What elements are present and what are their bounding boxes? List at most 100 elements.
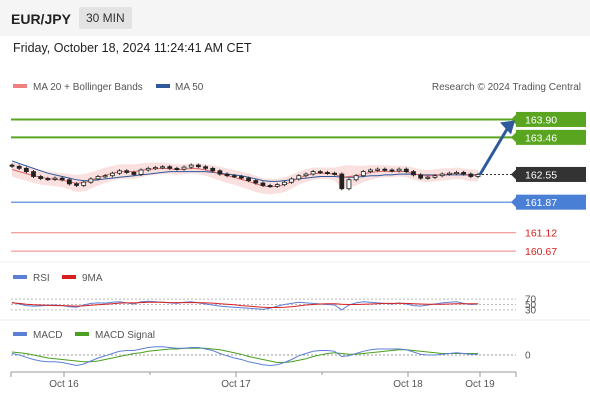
level-tag-163.90 [516, 111, 586, 127]
legend-rsi-ma-label: 9MA [82, 273, 103, 284]
candle-body [382, 168, 388, 171]
candle-body [468, 173, 474, 177]
candle-body [102, 175, 108, 178]
candle-body [145, 167, 151, 171]
timeframe-badge[interactable]: 30 MIN [79, 7, 132, 29]
bollinger-band [12, 162, 478, 195]
candle-body [325, 172, 330, 175]
candle-body [131, 172, 137, 175]
candle-body [217, 170, 223, 175]
candle-body [52, 177, 58, 180]
level-label-160.67: 160.67 [525, 246, 557, 258]
x-tick-label: Oct 19 [465, 379, 495, 390]
legend-ma50-swatch [156, 84, 170, 88]
candle-body [475, 174, 481, 177]
candle-body [45, 178, 51, 181]
candle-body [210, 167, 216, 172]
candle-body [195, 164, 201, 168]
header-bar: EUR/JPY 30 MIN [0, 0, 590, 36]
candle-body [411, 171, 416, 176]
projection-arrow [478, 126, 510, 176]
candle-body [403, 168, 409, 173]
candle-body [239, 176, 244, 179]
candle-body [425, 176, 431, 179]
level-label-161.87: 161.87 [525, 197, 557, 209]
candle-body [432, 175, 438, 178]
datetime-label: Friday, October 18, 2024 11:24:41 AM CET [13, 41, 252, 55]
candle-body [296, 175, 302, 180]
legend-ma20-swatch [13, 84, 27, 88]
candle-body [246, 177, 251, 181]
candle-body [138, 169, 144, 175]
price-levels: 163.90 163.46 161.87 161.12 160.67 [11, 111, 586, 258]
x-axis: Oct 16 Oct 17 Oct 18 Oct 19 [10, 372, 517, 390]
candle-body [38, 176, 44, 179]
last-price-pointer [511, 169, 516, 180]
legend-macd-swatch [13, 332, 27, 336]
candle-body [396, 168, 402, 172]
candle-body [253, 180, 259, 184]
last-price-tag [516, 166, 586, 182]
candle-body [160, 166, 165, 169]
level-tag-161.87 [516, 194, 586, 210]
legend-signal-swatch [75, 332, 89, 336]
candle-body [224, 173, 230, 177]
candle-body [360, 171, 366, 177]
candle-body [16, 165, 22, 169]
candle-body [368, 169, 373, 173]
candle-body [282, 181, 287, 186]
level-pointer-161.87 [511, 197, 516, 208]
macd-panel: 0 [11, 346, 531, 367]
candle-body [109, 172, 115, 177]
watermark: Research © 2024 Trading Central [432, 82, 581, 93]
candles [9, 163, 481, 191]
x-tick-label: Oct 18 [393, 379, 423, 390]
candle-body [74, 183, 79, 186]
candle-body [152, 167, 158, 170]
projection-arrowhead [500, 120, 515, 135]
candle-body [375, 168, 381, 171]
level-tag-163.46 [516, 129, 586, 145]
candle-body [66, 179, 72, 185]
candle-body [303, 173, 309, 177]
candle-body [231, 175, 237, 178]
level-pointer-163.90 [511, 114, 516, 125]
legend-signal-label: MACD Signal [95, 330, 155, 341]
candle-body [446, 172, 452, 175]
legend-ma20-label: MA 20 + Bollinger Bands [33, 82, 143, 93]
candle-body [317, 171, 323, 174]
candle-body [346, 179, 352, 190]
candle-body [389, 169, 395, 172]
candle-body [310, 171, 316, 175]
candle-body [9, 164, 15, 167]
candle-body [188, 164, 194, 168]
candle-body [260, 182, 266, 186]
candle-body [88, 178, 94, 183]
x-tick-label: Oct 17 [221, 379, 251, 390]
rsi-tick-label: 70 [525, 295, 537, 306]
legend-rsi-ma-swatch [62, 275, 76, 279]
macd-tick-label: 0 [525, 351, 531, 362]
rsi-ma-line [11, 301, 478, 308]
candle-body [461, 172, 467, 175]
candle-body [454, 172, 459, 175]
candle-body [117, 170, 122, 174]
candle-body [124, 170, 130, 173]
candle-body [274, 184, 280, 187]
rsi-tick-label: 30 [525, 305, 537, 316]
x-tick-label: Oct 16 [49, 379, 79, 390]
candle-body [174, 167, 180, 170]
candle-body [418, 174, 424, 179]
macd-line [11, 346, 478, 367]
candle-body [23, 167, 29, 173]
candle-body [353, 175, 359, 181]
candle-body [332, 172, 338, 175]
level-label-163.46: 163.46 [525, 132, 557, 144]
price-overlay: 162.55 [478, 120, 586, 182]
candle-body [59, 177, 65, 181]
legend-macd-label: MACD [33, 330, 62, 341]
candle-body [81, 181, 87, 186]
legend-ma50-label: MA 50 [175, 82, 204, 93]
